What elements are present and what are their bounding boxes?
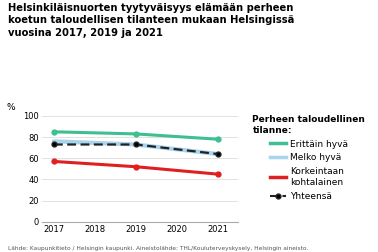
Text: Lähde: Kaupunkitieto / Helsingin kaupunki. Aineistolähde: THL/Kouluterveyskysely: Lähde: Kaupunkitieto / Helsingin kaupunk… (8, 246, 308, 251)
Legend: Erittäin hyvä, Melko hyvä, Korkeintaan
kohtalainen, Yhteensä: Erittäin hyvä, Melko hyvä, Korkeintaan k… (253, 115, 366, 201)
Text: %: % (6, 103, 15, 112)
Text: Helsinkiläisnuorten tyytyväisyys elämään perheen
koetun taloudellisen tilanteen : Helsinkiläisnuorten tyytyväisyys elämään… (8, 3, 294, 38)
